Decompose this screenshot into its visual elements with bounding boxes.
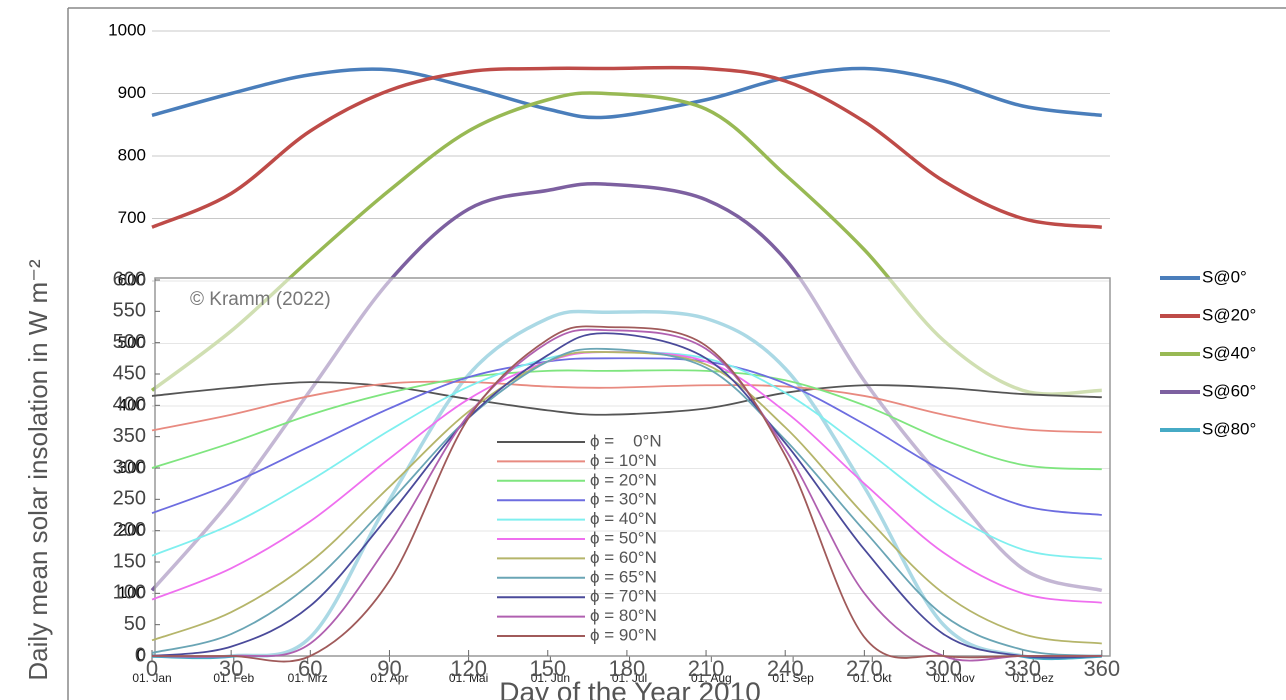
y-tick-label: 200 <box>113 519 146 541</box>
x-tick-label: 01. Mai <box>449 671 488 685</box>
legend-label: S@40° <box>1202 343 1256 362</box>
y-tick-label: 0 <box>137 645 146 664</box>
x-tick-label: 01. Feb <box>213 671 254 685</box>
x-axis-label: Day of the Year 2010 <box>499 676 761 700</box>
legend-label: S@0° <box>1202 267 1247 286</box>
x-tick-label: 360 <box>1083 656 1120 681</box>
y-tick-label: 800 <box>118 145 146 164</box>
y-tick-label: 250 <box>113 488 146 510</box>
series-line <box>151 66 1103 120</box>
legend-label: ϕ = 50°N <box>590 528 657 547</box>
series-line <box>151 381 1102 416</box>
x-tick-label: 01. Okt <box>853 671 892 685</box>
y-tick-label: 600 <box>118 270 146 289</box>
legend-label: ϕ = 0°N <box>590 431 662 450</box>
series-line <box>151 328 1102 662</box>
x-tick-label: 180 <box>609 656 646 681</box>
y-tick-label: 100 <box>113 582 146 604</box>
y-tick-label: 400 <box>118 395 146 414</box>
y-tick-label: 200 <box>118 520 146 539</box>
legend-label: S@80° <box>1202 419 1256 438</box>
y-tick-label: 600 <box>113 268 146 290</box>
y-tick-label: 100 <box>118 583 146 602</box>
x-tick-label: 30 <box>219 656 243 681</box>
legend-label: ϕ = 10°N <box>590 451 657 470</box>
x-tick-label: 01. Mrz <box>288 671 328 685</box>
y-tick-label: 150 <box>113 550 146 572</box>
legend-label: ϕ = 80°N <box>590 606 657 625</box>
x-tick-label: 150 <box>529 656 566 681</box>
annotation: © Kramm (2022) <box>190 289 331 310</box>
legend-label: ϕ = 65°N <box>590 567 657 586</box>
x-tick-label: 01. Aug <box>691 671 732 685</box>
y-tick-label: 700 <box>118 208 146 227</box>
x-tick-label: 01. Jan <box>132 671 171 685</box>
legend-label: ϕ = 70°N <box>590 587 657 606</box>
y-tick-label: 900 <box>118 83 146 102</box>
x-tick-label: 01. Dez <box>1013 671 1054 685</box>
series-line <box>151 369 1102 471</box>
legend-label: ϕ = 40°N <box>590 509 657 528</box>
y-tick-label: 500 <box>118 333 146 352</box>
y-tick-label: 50 <box>124 613 146 635</box>
y-tick-label: 400 <box>113 394 146 416</box>
series-line <box>151 380 1102 434</box>
x-tick-label: 0 <box>146 656 158 681</box>
y-tick-label: 450 <box>113 362 146 384</box>
legend-label: ϕ = 90°N <box>590 625 657 644</box>
y-tick-label: 350 <box>113 425 146 447</box>
series-line <box>151 332 1102 659</box>
x-tick-label: 01. Apr <box>370 671 408 685</box>
series-line <box>152 325 1102 663</box>
x-tick-label: 330 <box>1004 656 1041 681</box>
x-tick-label: 210 <box>688 656 725 681</box>
y-tick-label: 1000 <box>108 20 146 39</box>
y-tick-label: 550 <box>113 300 146 322</box>
x-tick-label: 01. Jul <box>612 671 647 685</box>
legend-label: ϕ = 20°N <box>590 470 657 489</box>
x-tick-label: 270 <box>846 656 883 681</box>
x-tick-label: 01. Sep <box>772 671 814 685</box>
x-tick-label: 01. Nov <box>933 671 974 685</box>
legend-label: S@60° <box>1202 381 1256 400</box>
y-tick-label: 0 <box>135 644 146 666</box>
legend-label: ϕ = 30°N <box>590 490 657 509</box>
series-line <box>151 351 1102 645</box>
plot-area <box>154 277 1111 657</box>
y-tick-label: 300 <box>118 458 146 477</box>
series-line <box>151 357 1102 516</box>
y-tick-label: 300 <box>113 456 146 478</box>
x-tick-label: 90 <box>377 656 401 681</box>
series-line <box>151 347 1102 657</box>
x-tick-label: 01. Jun <box>531 671 570 685</box>
series-line <box>151 65 1103 229</box>
y-axis-label: Daily mean solar insolation in W m⁻² <box>23 259 53 681</box>
y-tick-label: 500 <box>113 331 146 353</box>
legend-label: ϕ = 60°N <box>590 548 657 567</box>
x-tick-label: 120 <box>450 656 487 681</box>
x-tick-label: 240 <box>767 656 804 681</box>
legend-label: S@20° <box>1202 305 1256 324</box>
